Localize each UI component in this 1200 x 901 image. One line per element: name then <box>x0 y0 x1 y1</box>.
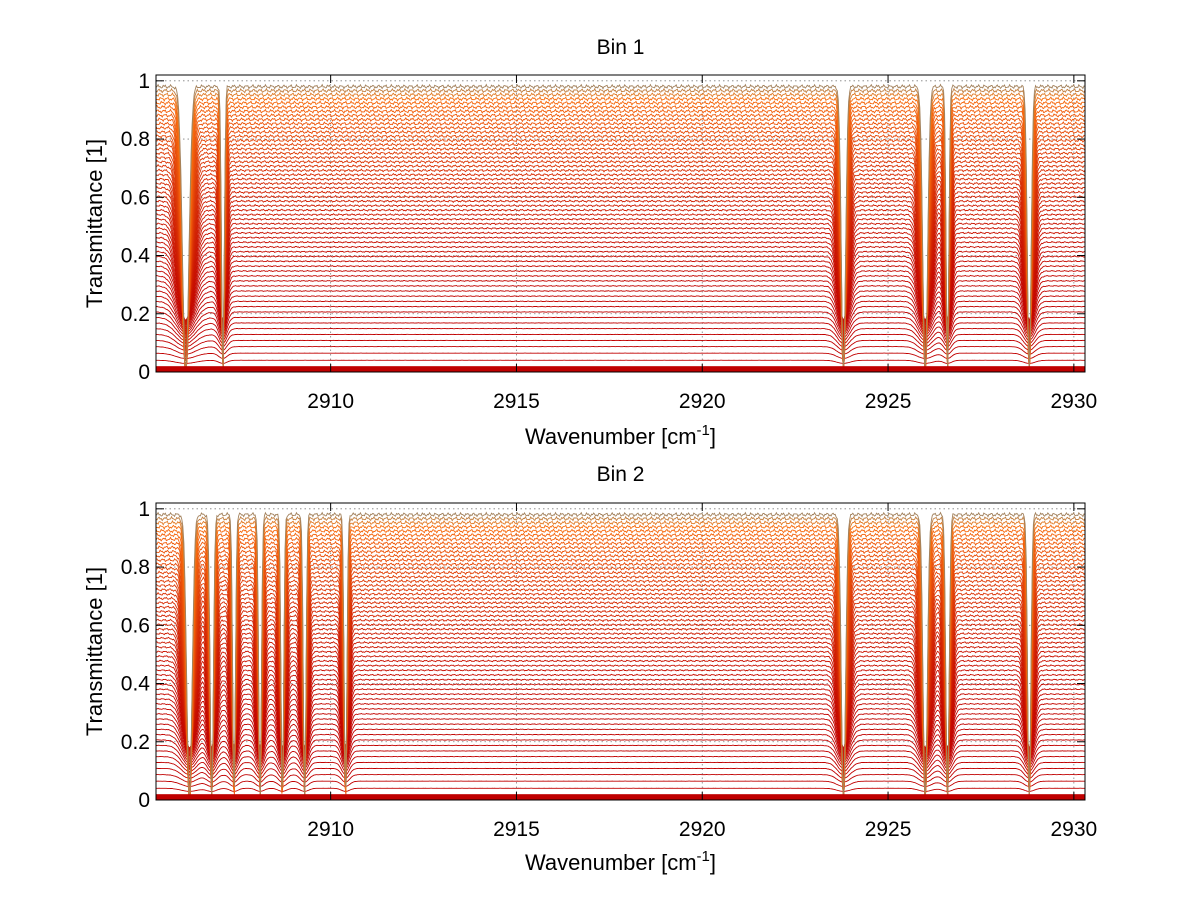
trace-line <box>156 352 1085 359</box>
trace-line <box>156 327 1085 344</box>
trace-line <box>156 295 1085 330</box>
trace-line <box>156 712 1085 756</box>
trace-line <box>156 702 1085 754</box>
trace-line <box>156 511 1085 799</box>
axis-ticks: 2910 2915 2920 2925 2930 0 0.2 0.4 0.6 0.8 1 <box>121 70 1097 413</box>
trace-line <box>156 290 1085 329</box>
y-tick-label: 0.6 <box>121 186 150 209</box>
low-trace-band <box>156 794 1085 800</box>
x-tick-label: 2920 <box>679 818 726 841</box>
plot-frame <box>155 502 1086 801</box>
trace-line <box>156 311 1085 337</box>
x-axis-label-superscript: -1 <box>697 848 710 865</box>
trace-line <box>156 780 1085 788</box>
x-tick-label: 2910 <box>307 390 354 413</box>
y-axis-label: Transmittance [1] <box>82 139 107 308</box>
trace-line <box>156 339 1085 351</box>
trace-line <box>156 739 1085 765</box>
trace-line <box>156 322 1085 342</box>
y-axis-label: Transmittance [1] <box>82 567 107 736</box>
x-axis-label-text: Wavenumber [cm <box>525 850 697 875</box>
x-axis-label: Wavenumber [cm-1] <box>525 848 716 875</box>
chart-title: Bin 2 <box>597 463 645 486</box>
x-tick-label: 2910 <box>307 818 354 841</box>
trace-line <box>156 279 1085 326</box>
y-tick-label: 0.8 <box>121 556 150 579</box>
trace-line <box>156 750 1085 770</box>
x-axis-label: Wavenumber [cm-1] <box>525 422 716 449</box>
trace-line <box>156 723 1085 758</box>
trace-line <box>156 744 1085 767</box>
trace-line <box>156 333 1085 348</box>
transmittance-traces <box>156 511 1085 800</box>
low-trace-band <box>156 366 1085 372</box>
trace-line <box>156 316 1085 339</box>
x-axis-label-end: ] <box>710 424 716 449</box>
x-tick-label: 2915 <box>493 818 540 841</box>
x-axis-label-superscript: -1 <box>697 422 710 439</box>
x-tick-label: 2930 <box>1050 390 1097 413</box>
trace-line <box>156 284 1085 327</box>
trace-line <box>156 359 1085 364</box>
y-tick-label: 1 <box>138 498 150 521</box>
x-tick-label: 2915 <box>493 390 540 413</box>
trace-line <box>156 728 1085 760</box>
trace-line <box>156 269 1085 325</box>
trace-line <box>156 761 1085 776</box>
trace-line <box>156 346 1085 355</box>
y-tick-label: 1 <box>138 70 150 93</box>
trace-line <box>156 83 1085 371</box>
axis-ticks: 2910 2915 2920 2925 2930 0 0.2 0.4 0.6 0.8 1 <box>121 498 1097 841</box>
trace-line <box>156 774 1085 783</box>
y-tick-label: 0.8 <box>121 128 150 151</box>
trace-line <box>156 767 1085 779</box>
subplot-bin-2: Bin 2 2910 2915 2920 2925 2930 0 0.2 0.4 0.6 0.8 1 W… <box>82 463 1097 875</box>
y-tick-label: 0.2 <box>121 303 150 326</box>
trace-line <box>156 707 1085 754</box>
trace-line <box>156 274 1085 325</box>
chart-title: Bin 1 <box>597 36 645 59</box>
y-tick-label: 0.4 <box>121 245 151 268</box>
trace-line <box>156 718 1085 757</box>
plot-frame <box>155 74 1086 373</box>
subplot-bin-1: Bin 1 2910 2915 2920 2925 2930 0 0.2 0.4 0.6 0.8 1 W… <box>82 36 1097 449</box>
y-tick-label: 0 <box>138 789 150 812</box>
x-tick-label: 2925 <box>865 818 912 841</box>
trace-line <box>156 733 1085 762</box>
trace-line <box>156 787 1085 792</box>
y-tick-label: 0.6 <box>121 614 150 637</box>
y-tick-label: 0 <box>138 361 150 384</box>
y-tick-label: 0.2 <box>121 731 150 754</box>
trace-line <box>156 697 1085 753</box>
y-tick-label: 0.4 <box>121 673 151 696</box>
trace-line <box>156 300 1085 333</box>
trace-line <box>156 755 1085 773</box>
trace-line <box>156 305 1085 334</box>
x-axis-label-end: ] <box>710 850 716 875</box>
x-tick-label: 2930 <box>1050 818 1097 841</box>
x-tick-label: 2925 <box>865 390 912 413</box>
x-tick-label: 2920 <box>679 390 726 413</box>
transmittance-traces <box>156 83 1085 371</box>
x-axis-label-text: Wavenumber [cm <box>525 424 697 449</box>
